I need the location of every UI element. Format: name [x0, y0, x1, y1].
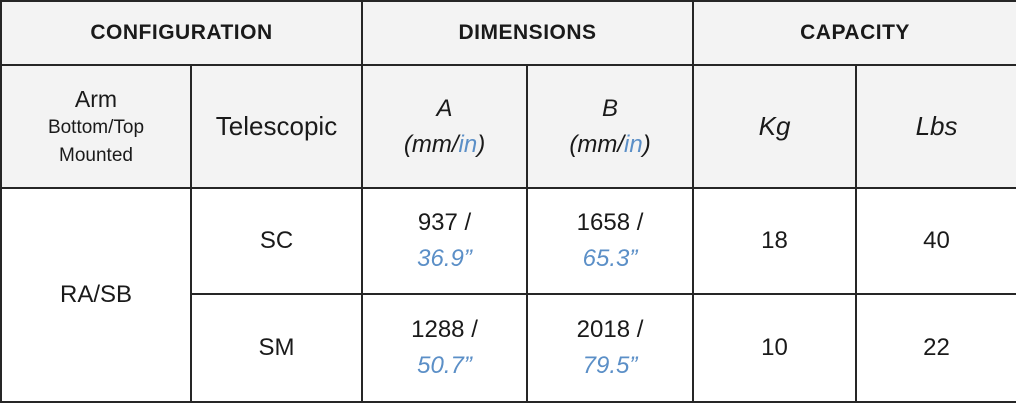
dimension-b-in: 65.3”	[582, 245, 638, 272]
dimension-a-in: 36.9”	[417, 245, 472, 272]
dimension-b-letter: B	[602, 94, 619, 122]
dimension-b-in: 79.5”	[582, 352, 638, 379]
lbs-cell: 22	[855, 293, 1016, 403]
table-row: RA/SB SC 937 / 36.9” 1658 / 65.3” 18 40	[0, 187, 1016, 403]
telescopic-cell: SC	[189, 187, 364, 295]
dimension-b-mm: 2018 /	[576, 316, 644, 343]
dimension-a-cell: 1288 / 50.7”	[361, 293, 529, 403]
kg-cell: 10	[692, 293, 858, 403]
arm-cell: RA/SB	[0, 187, 192, 403]
kg-label: Kg	[758, 111, 791, 141]
lbs-label: Lbs	[915, 111, 958, 141]
capacity-header: CAPACITY	[692, 0, 1016, 66]
arm-label: Arm	[74, 85, 118, 112]
kg-header: Kg	[692, 64, 858, 189]
lbs-header: Lbs	[855, 64, 1016, 189]
dimension-b-cell: 1658 / 65.3”	[526, 187, 695, 295]
kg-cell: 18	[692, 187, 858, 295]
dimension-b-header: B (mm/in)	[526, 64, 695, 189]
arm-position-label: Bottom/Top	[47, 116, 145, 138]
dimension-b-mm: 1658 /	[576, 209, 644, 236]
lbs-cell: 40	[855, 187, 1016, 295]
table-row: SM 1288 / 50.7” 2018 / 79.5” 10 22	[1, 293, 1016, 403]
subheader-row: Arm Bottom/Top Mounted Telescopic A (mm/…	[0, 64, 1016, 189]
dimension-b-unit: (mm/in)	[569, 130, 651, 158]
dimension-a-letter: A	[436, 94, 453, 122]
dimension-a-cell: 937 / 36.9”	[361, 187, 529, 295]
dimension-b-cell: 2018 / 79.5”	[526, 293, 695, 403]
dimension-a-in: 50.7”	[417, 352, 472, 379]
dimensions-header: DIMENSIONS	[361, 0, 695, 66]
configuration-header: CONFIGURATION	[0, 0, 364, 66]
telescopic-header: Telescopic	[189, 64, 364, 189]
arm-mounted-label: Mounted	[59, 144, 133, 166]
telescopic-cell: SM	[189, 293, 364, 403]
dimension-a-header: A (mm/in)	[361, 64, 529, 189]
telescopic-label: Telescopic	[215, 111, 338, 141]
dimension-a-mm: 1288 /	[411, 316, 478, 343]
header-row: CONFIGURATION DIMENSIONS CAPACITY	[0, 0, 1016, 66]
arm-header: Arm Bottom/Top Mounted	[0, 64, 192, 189]
dimension-a-mm: 937 /	[417, 209, 472, 236]
dimension-a-unit: (mm/in)	[403, 130, 486, 158]
